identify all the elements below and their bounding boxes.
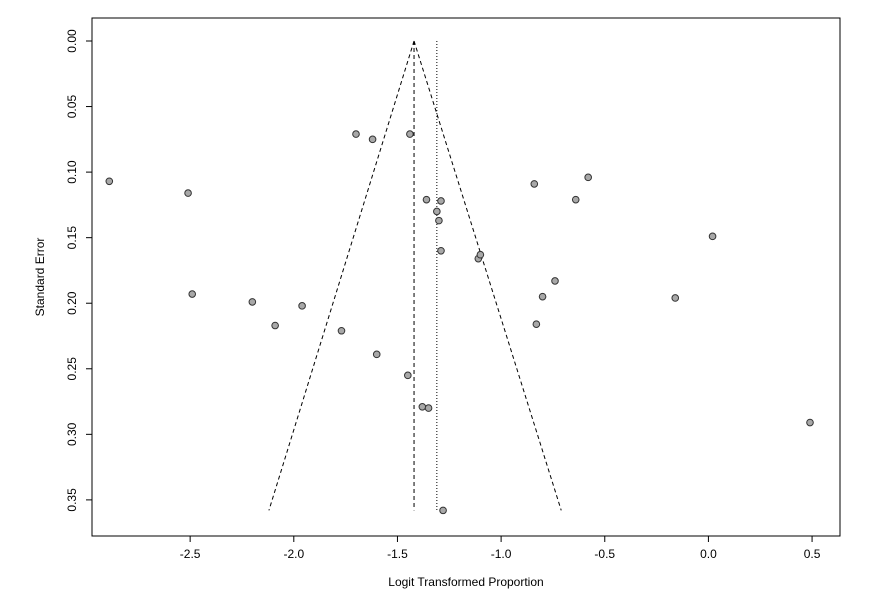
data-point (439, 506, 447, 515)
data-point (571, 195, 580, 204)
x-tick-label: -1.0 (491, 547, 512, 561)
data-point (532, 320, 541, 329)
data-point (418, 403, 427, 411)
funnel-lines (268, 40, 562, 511)
data-point (368, 135, 377, 144)
data-point (437, 197, 445, 205)
x-tick-label: -2.0 (283, 547, 304, 561)
x-axis-title: Logit Transformed Proportion (388, 575, 543, 589)
data-point (248, 298, 257, 306)
y-tick-label: 0.25 (65, 357, 79, 381)
data-point (806, 418, 814, 427)
x-tick-label: 0.5 (804, 547, 821, 561)
data-point (476, 250, 485, 259)
y-tick-label: 0.15 (65, 226, 79, 250)
data-point (298, 302, 306, 310)
y-tick-label: 0.30 (65, 422, 79, 446)
data-point (184, 189, 192, 197)
x-axis: -2.5 -2.0 -1.5 -1.0 -0.5 0.0 0.5 (180, 535, 821, 561)
data-point (424, 404, 433, 412)
data-point (372, 350, 381, 359)
data-point (584, 173, 592, 182)
data-point (406, 130, 414, 138)
x-tick-label: -0.5 (594, 547, 615, 561)
data-point (708, 232, 717, 241)
y-tick-label: 0.10 (65, 160, 79, 184)
funnel-left-line (268, 40, 415, 511)
data-point (422, 195, 431, 204)
data-point (352, 130, 360, 138)
x-tick-label: -1.5 (387, 547, 408, 561)
data-points (105, 130, 814, 515)
x-tick-label: -2.5 (180, 547, 201, 561)
data-point (437, 246, 445, 255)
data-point (435, 216, 443, 225)
funnel-right-line (413, 40, 562, 511)
data-point (433, 207, 441, 216)
data-point (538, 292, 547, 301)
y-axis-title: Standard Error (33, 238, 47, 317)
data-point (337, 326, 346, 335)
y-tick-label: 0.35 (65, 488, 79, 512)
y-tick-label: 0.00 (65, 29, 79, 53)
data-point (188, 290, 197, 298)
data-point (551, 277, 559, 285)
y-tick-label: 0.05 (65, 95, 79, 119)
data-point (271, 321, 279, 330)
data-point (671, 294, 680, 302)
y-axis: 0.00 0.05 0.10 0.15 0.20 0.25 0.30 0.35 (65, 29, 93, 512)
data-point (530, 180, 539, 188)
plot-frame (91, 17, 841, 537)
data-point (105, 177, 114, 186)
x-tick-label: 0.0 (700, 547, 717, 561)
data-point (404, 371, 412, 380)
y-tick-label: 0.20 (65, 291, 79, 315)
